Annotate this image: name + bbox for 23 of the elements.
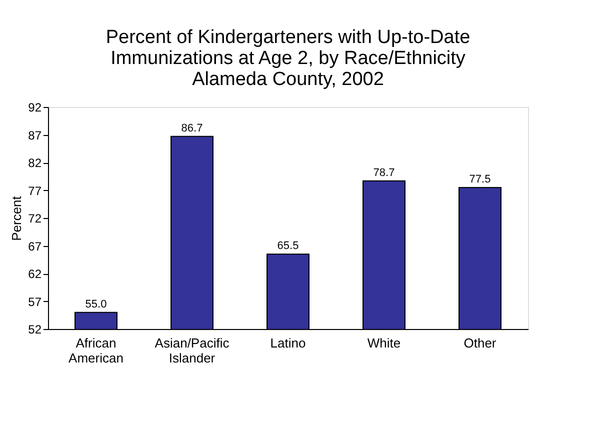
y-tick-label: 57 [28, 294, 42, 309]
x-tick-label: African American [68, 336, 124, 366]
text: Percent of Kindergarteners with Up-to-Date [106, 27, 470, 48]
data-label: 55.0 [85, 298, 107, 310]
y-axis-title: Percent [9, 196, 24, 241]
data-label: 65.5 [277, 240, 299, 252]
y-tick-label: 82 [28, 156, 42, 170]
y-tick-label: 52 [28, 322, 42, 336]
text: Alameda County, 2002 [192, 69, 384, 90]
y-tick-label: 87 [28, 128, 42, 142]
text: Immunizations at Age 2, by Race/Ethnicity [110, 48, 466, 69]
y-tick-label: 62 [28, 267, 42, 281]
y-tick-label: 92 [28, 100, 42, 114]
data-label: 78.7 [373, 166, 395, 179]
data-label: 86.7 [181, 122, 203, 134]
x-tick-label: Other [464, 336, 497, 350]
y-tick-label: 67 [28, 239, 42, 254]
y-tick-label: 72 [28, 212, 42, 226]
data-label: 77.5 [469, 173, 491, 186]
y-tick-label: 77 [28, 184, 42, 198]
x-tick-label: Latino [270, 336, 306, 350]
x-tick-label: White [367, 336, 401, 350]
x-tick-label: Asian/Pacific Islander [154, 336, 230, 366]
